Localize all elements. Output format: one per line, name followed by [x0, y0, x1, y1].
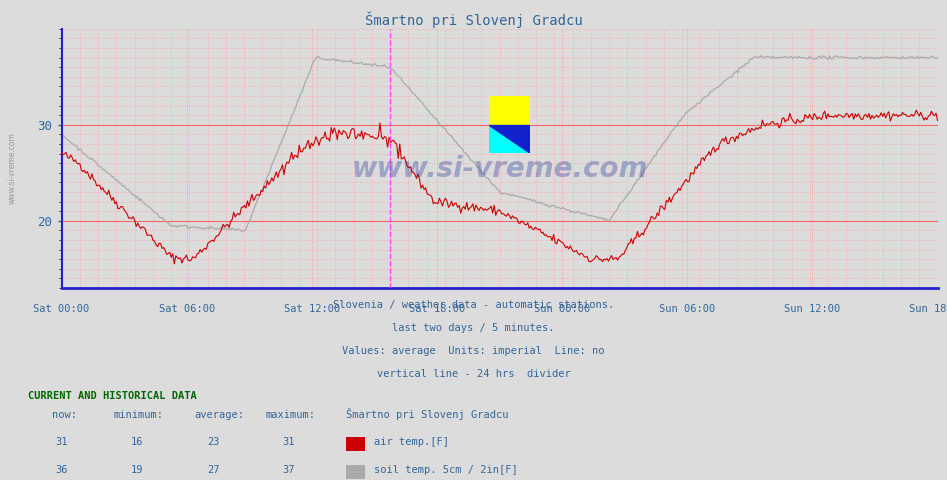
Text: maximum:: maximum:	[265, 409, 315, 420]
Polygon shape	[489, 125, 530, 153]
Text: vertical line - 24 hrs  divider: vertical line - 24 hrs divider	[377, 369, 570, 379]
Text: 27: 27	[206, 465, 220, 475]
Text: soil temp. 5cm / 2in[F]: soil temp. 5cm / 2in[F]	[374, 465, 518, 475]
Text: air temp.[F]: air temp.[F]	[374, 437, 449, 447]
Text: 23: 23	[206, 437, 220, 447]
Text: 19: 19	[131, 465, 144, 475]
Text: Šmartno pri Slovenj Gradcu: Šmartno pri Slovenj Gradcu	[346, 408, 509, 420]
Text: Šmartno pri Slovenj Gradcu: Šmartno pri Slovenj Gradcu	[365, 12, 582, 28]
Text: Slovenia / weather data - automatic stations.: Slovenia / weather data - automatic stat…	[333, 300, 614, 310]
Text: now:: now:	[52, 409, 77, 420]
Text: Sun 00:00: Sun 00:00	[534, 303, 590, 313]
Text: Values: average  Units: imperial  Line: no: Values: average Units: imperial Line: no	[342, 346, 605, 356]
Text: Sat 06:00: Sat 06:00	[158, 303, 215, 313]
Text: Sun 18:00: Sun 18:00	[909, 303, 947, 313]
Text: last two days / 5 minutes.: last two days / 5 minutes.	[392, 323, 555, 333]
Polygon shape	[489, 125, 530, 153]
Text: Sun 06:00: Sun 06:00	[659, 303, 715, 313]
Bar	[489, 96, 530, 125]
Text: 37: 37	[282, 465, 295, 475]
Text: Sat 12:00: Sat 12:00	[284, 303, 340, 313]
Text: CURRENT AND HISTORICAL DATA: CURRENT AND HISTORICAL DATA	[28, 391, 197, 401]
Text: Sat 18:00: Sat 18:00	[409, 303, 465, 313]
Text: minimum:: minimum:	[114, 409, 164, 420]
Text: Sat 00:00: Sat 00:00	[33, 303, 90, 313]
Text: average:: average:	[194, 409, 244, 420]
Text: www.si-vreme.com: www.si-vreme.com	[351, 155, 648, 183]
Text: 31: 31	[282, 437, 295, 447]
Text: 31: 31	[55, 437, 68, 447]
Text: 16: 16	[131, 437, 144, 447]
Text: www.si-vreme.com: www.si-vreme.com	[8, 132, 17, 204]
Text: Sun 12:00: Sun 12:00	[784, 303, 841, 313]
Text: 36: 36	[55, 465, 68, 475]
